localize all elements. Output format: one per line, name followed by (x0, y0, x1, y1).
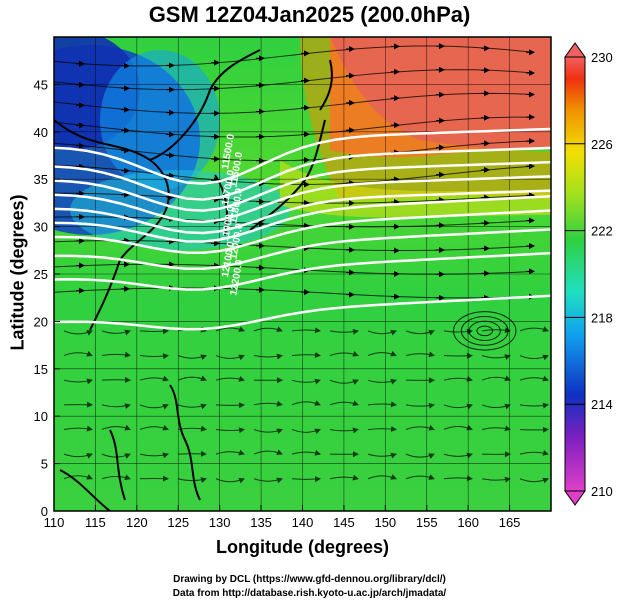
colorbar-tick-label: 210 (591, 484, 613, 499)
colorbar-max-arrow (564, 42, 586, 58)
x-axis-ticks: 110 115 120 125 130 135 140 145 150 155 160 165 (44, 505, 521, 530)
y-tick-label: 30 (34, 220, 48, 235)
y-tick-label: 20 (34, 314, 48, 329)
x-tick-label: 135 (250, 515, 272, 530)
y-tick-label: 40 (34, 125, 48, 140)
x-tick-label: 165 (499, 515, 521, 530)
height-contours (54, 127, 551, 331)
colorbar: 230 226 222 218 214 210 (564, 42, 613, 506)
y-tick-label: 45 (34, 77, 48, 92)
map-title: GSM 12Z04Jan2025 (200.0hPa) (148, 2, 471, 27)
y-tick-label: 35 (34, 172, 48, 187)
x-tick-label: 125 (167, 515, 189, 530)
x-tick-label: 110 (44, 515, 65, 530)
x-axis-label: Longitude (degrees) (215, 537, 389, 557)
wind-streamlines (54, 43, 549, 484)
colorbar-tick-label: 226 (591, 137, 613, 152)
x-tick-label: 140 (292, 515, 314, 530)
x-tick-label: 160 (457, 515, 479, 530)
x-tick-label: 155 (416, 515, 438, 530)
x-tick-label: 130 (209, 515, 231, 530)
y-axis-label: Latitude (degrees) (7, 194, 28, 351)
credit-drawing: Drawing by DCL (https://www.gfd-dennou.o… (173, 574, 446, 585)
colorbar-tick-label: 214 (591, 397, 613, 412)
colorbar-min-arrow (564, 490, 586, 506)
colorbar-tick-label: 230 (591, 50, 613, 65)
y-tick-label: 15 (34, 362, 48, 377)
contour-labels: 11500.011600.011700.011800.011900.012000… (220, 133, 245, 296)
y-tick-label: 25 (34, 267, 48, 282)
y-axis-ticks: 0 5 10 15 20 25 30 35 40 45 (34, 77, 60, 519)
colorbar-tick-label: 222 (591, 224, 613, 239)
credit-data: Data from http://database.rish.kyoto-u.a… (172, 588, 447, 599)
y-tick-label: 0 (41, 504, 48, 519)
colorbar-tick-label: 218 (591, 310, 613, 325)
y-tick-label: 5 (41, 457, 48, 472)
x-tick-label: 145 (333, 515, 355, 530)
y-tick-label: 10 (34, 409, 48, 424)
x-tick-label: 120 (126, 515, 148, 530)
x-tick-label: 115 (85, 515, 106, 530)
x-tick-label: 150 (374, 515, 396, 530)
